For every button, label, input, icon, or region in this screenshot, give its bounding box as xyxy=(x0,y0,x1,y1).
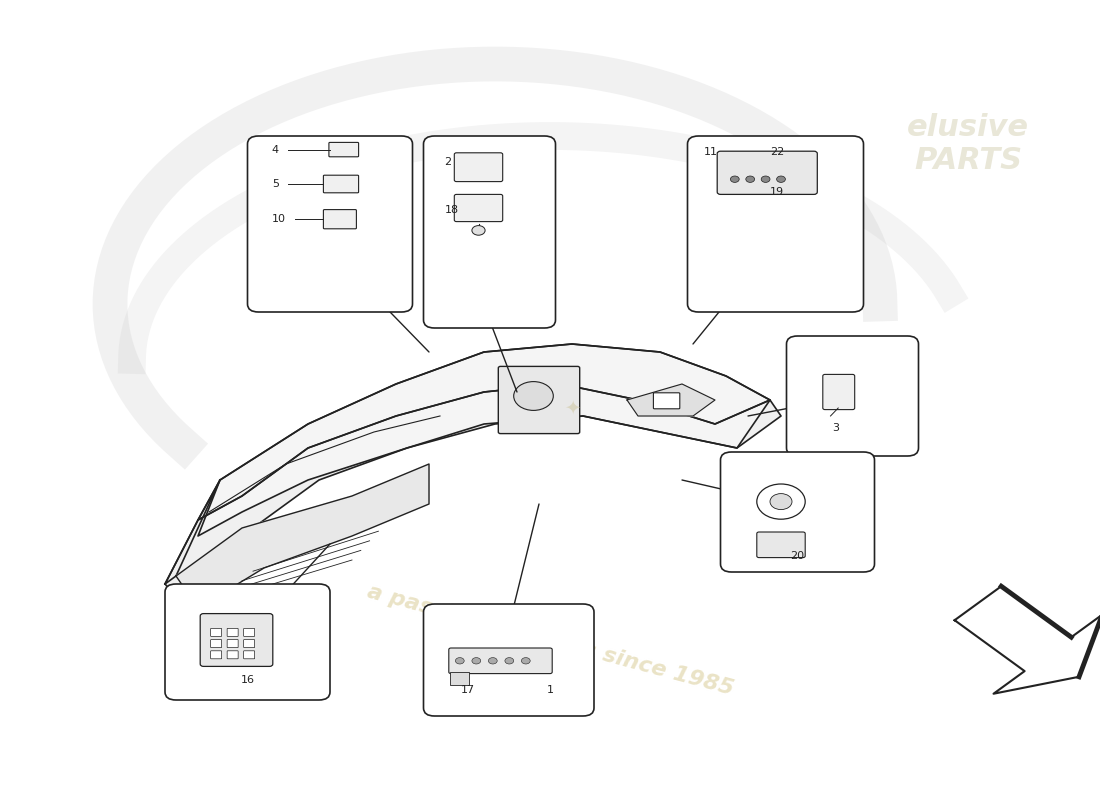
Text: ✦: ✦ xyxy=(564,398,580,418)
Text: 20: 20 xyxy=(791,551,804,561)
FancyBboxPatch shape xyxy=(424,136,556,328)
Circle shape xyxy=(521,658,530,664)
FancyBboxPatch shape xyxy=(498,366,580,434)
Text: 10: 10 xyxy=(272,214,286,224)
FancyBboxPatch shape xyxy=(200,614,273,666)
Text: 2: 2 xyxy=(444,157,451,166)
Text: 5: 5 xyxy=(272,179,278,189)
Polygon shape xyxy=(198,344,770,536)
Text: 4: 4 xyxy=(272,145,278,154)
FancyBboxPatch shape xyxy=(244,640,255,648)
Text: 22: 22 xyxy=(770,147,784,157)
FancyBboxPatch shape xyxy=(228,651,239,659)
Circle shape xyxy=(761,176,770,182)
FancyBboxPatch shape xyxy=(823,374,855,410)
FancyBboxPatch shape xyxy=(244,651,255,659)
Polygon shape xyxy=(955,586,1100,694)
FancyBboxPatch shape xyxy=(228,640,239,648)
FancyBboxPatch shape xyxy=(244,629,255,637)
Circle shape xyxy=(746,176,755,182)
Circle shape xyxy=(472,226,485,235)
FancyBboxPatch shape xyxy=(688,136,864,312)
Circle shape xyxy=(777,176,785,182)
FancyBboxPatch shape xyxy=(653,393,680,409)
Polygon shape xyxy=(165,384,781,608)
Circle shape xyxy=(757,484,805,519)
Circle shape xyxy=(770,494,792,510)
Circle shape xyxy=(730,176,739,182)
Text: a passion for parts since 1985: a passion for parts since 1985 xyxy=(364,582,736,698)
FancyBboxPatch shape xyxy=(228,629,239,637)
FancyBboxPatch shape xyxy=(786,336,918,456)
Text: 1: 1 xyxy=(547,685,553,694)
FancyBboxPatch shape xyxy=(211,640,222,648)
FancyBboxPatch shape xyxy=(757,532,805,558)
FancyBboxPatch shape xyxy=(454,194,503,222)
FancyBboxPatch shape xyxy=(449,648,552,674)
Text: 3: 3 xyxy=(833,423,839,433)
FancyBboxPatch shape xyxy=(720,452,874,572)
FancyBboxPatch shape xyxy=(211,651,222,659)
Text: 17: 17 xyxy=(461,685,474,694)
FancyBboxPatch shape xyxy=(248,136,412,312)
Circle shape xyxy=(505,658,514,664)
Polygon shape xyxy=(176,464,429,608)
FancyBboxPatch shape xyxy=(165,584,330,700)
Circle shape xyxy=(472,658,481,664)
Circle shape xyxy=(500,372,566,420)
FancyBboxPatch shape xyxy=(329,142,359,157)
Circle shape xyxy=(488,658,497,664)
Circle shape xyxy=(514,382,553,410)
FancyBboxPatch shape xyxy=(211,629,222,637)
FancyBboxPatch shape xyxy=(454,153,503,182)
Text: 19: 19 xyxy=(770,187,784,197)
Text: elusive
PARTS: elusive PARTS xyxy=(908,113,1028,175)
FancyBboxPatch shape xyxy=(424,604,594,716)
Polygon shape xyxy=(627,384,715,416)
Circle shape xyxy=(455,658,464,664)
FancyBboxPatch shape xyxy=(717,151,817,194)
Text: 18: 18 xyxy=(444,205,459,214)
FancyBboxPatch shape xyxy=(323,175,359,193)
Text: 11: 11 xyxy=(704,147,718,157)
Text: 16: 16 xyxy=(241,675,254,685)
Polygon shape xyxy=(165,480,220,584)
FancyBboxPatch shape xyxy=(450,672,469,685)
FancyBboxPatch shape xyxy=(323,210,356,229)
